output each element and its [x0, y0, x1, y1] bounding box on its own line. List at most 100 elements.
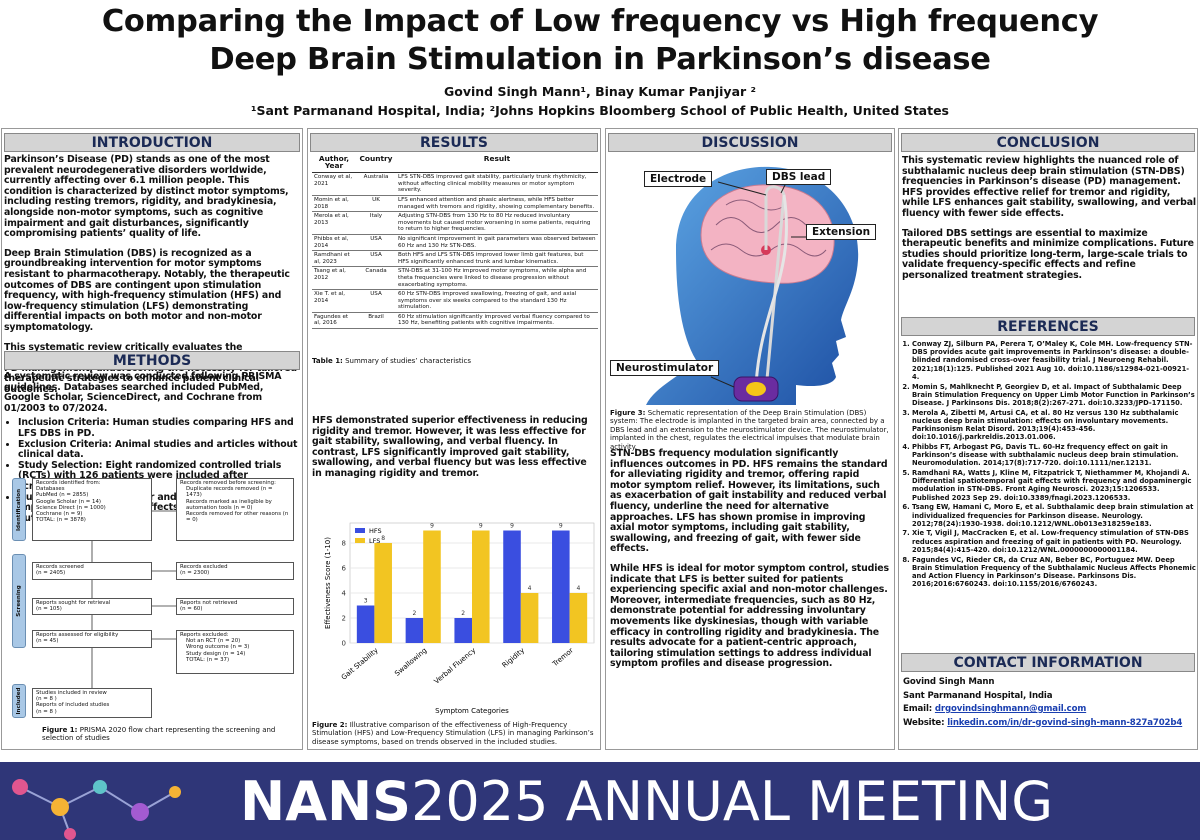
table-cell: Momin et al, 2018: [312, 195, 356, 213]
value-label: 4: [528, 585, 532, 592]
table-cell: Adjusting STN-DBS from 130 Hz to 80 Hz r…: [396, 211, 598, 235]
x-tick-label: Rigidity: [501, 646, 526, 669]
stage-label: Identification: [16, 488, 22, 531]
website-link[interactable]: linkedin.com/in/dr-govind-singh-mann-827…: [947, 717, 1183, 728]
flow-stage: Included: [12, 684, 26, 718]
flow-line: Records excluded: [180, 564, 228, 570]
caption-label: Figure 2:: [312, 721, 348, 729]
flow-line: Reports assessed for eligibility: [36, 632, 119, 638]
table-cell: LFS STN-DBS improved gait stability, par…: [396, 172, 598, 196]
table-cell: Phibbs et al, 2014: [312, 234, 356, 252]
value-label: 8: [381, 535, 385, 542]
table-cell: USA: [356, 289, 396, 313]
paragraph: This systematic review highlights the nu…: [902, 155, 1196, 219]
flow-line: (n = 2300): [180, 570, 210, 577]
flow-box: Reports excluded: Not an RCT (n = 20) Wron…: [176, 630, 294, 674]
flow-line: Records removed for other reasons (n = 0…: [186, 511, 289, 524]
x-tick-label: Tremor: [550, 646, 575, 668]
table-cell: STN-DBS at 31-100 Hz improved motor symp…: [396, 266, 598, 291]
caption-text: Schematic representation of the Deep Bra…: [610, 409, 889, 451]
figure-label: DBS lead: [766, 169, 832, 185]
flow-line: Reports sought for retrieval: [36, 600, 111, 606]
flow-box: Reports not retrieved (n = 60): [176, 598, 294, 615]
legend-label: LFS: [369, 537, 380, 545]
flow-line: (n = 60): [180, 606, 203, 613]
table-row: Merola et al, 2013 Italy Adjusting STN-DBS…: [312, 211, 598, 235]
flow-line: (n = 105): [36, 606, 62, 613]
figure-label: Electrode: [644, 171, 713, 187]
value-label: 4: [576, 585, 580, 592]
section-heading: INTRODUCTION: [4, 133, 300, 152]
banner-title: NANS2025 ANNUAL MEETING: [240, 772, 1053, 832]
legend-label: HFS: [369, 527, 382, 535]
table-cell: Fagundes et al, 2016: [312, 312, 356, 330]
paragraph: Parkinson’s Disease (PD) stands as one o…: [4, 154, 289, 240]
flow-line: Cochrane (n = 9): [36, 511, 83, 518]
value-label: 2: [461, 610, 465, 617]
x-axis-label: Symptom Categories: [435, 707, 509, 715]
title: Comparing the Impact of Low frequency vs…: [101, 4, 1099, 39]
bar-chart: 0 2 4 6 8 Effectiveness Score (1-10) 3 2 2 9 9 8 9 9 4…: [324, 523, 595, 715]
table-row: Xie T. et al, 2014 USA 60 Hz STN-DBS impro…: [312, 289, 598, 313]
flow-line: Reports not retrieved: [180, 600, 238, 606]
discussion-column: DISCUSSION Electrode DBS lead Extension …: [605, 128, 895, 750]
figure-caption: Figure 2: Illustrative comparison of the…: [312, 721, 598, 746]
value-label: 9: [559, 523, 563, 530]
contact-text: Govind Singh Mann Sant Parmanand Hospita…: [903, 676, 1197, 730]
methods-bullet: Inclusion Criteria: Human studies compar…: [18, 418, 300, 439]
paragraph: While HFS is ideal for motor symptom con…: [610, 562, 889, 670]
flow-line: Reports of included studies: [36, 702, 110, 709]
table-cell: LFS enhanced attention and phasic alertn…: [396, 195, 598, 213]
methods-intro: A systematic review was conducted follow…: [4, 371, 282, 414]
value-label: 2: [413, 610, 417, 617]
right-column: CONCLUSION This systematic review highli…: [898, 128, 1198, 750]
reference: Phibbs FT, Arbogast PG, Davis TL. 60-Hz …: [912, 443, 1196, 468]
table-cell: Canada: [356, 266, 396, 291]
affiliations: ¹Sant Parmanand Hospital, India; ²Johns …: [251, 103, 949, 118]
caption-text: Summary of studies’ characteristics: [345, 357, 472, 365]
bar: [552, 530, 570, 643]
x-tick-label: Gait Stability: [340, 646, 380, 681]
flow-line: (n = 45): [36, 638, 59, 645]
caption-text: PRISMA 2020 flow chart representing the …: [42, 726, 276, 743]
banner-brand: NANS: [240, 770, 412, 833]
bar: [472, 530, 490, 643]
bar: [374, 543, 392, 643]
table-row: Fagundes et al, 2016 Brazil 60 Hz stimulat…: [312, 312, 598, 330]
flow-box: Records screened (n = 2405): [32, 562, 152, 580]
caption-label: Figure 3:: [610, 409, 646, 417]
flow-line: Study design (n = 14): [186, 650, 246, 657]
table-row: Tsang et al, 2012 Canada STN-DBS at 31-100…: [312, 266, 598, 291]
legend-swatch: [355, 538, 365, 543]
table-cell: USA: [356, 234, 396, 252]
table-header-cell: Author, Year: [312, 153, 356, 174]
stage-label: Included: [16, 687, 22, 715]
caption-text: Illustrative comparison of the effective…: [312, 721, 594, 746]
table-cell: Australia: [356, 172, 396, 196]
table-cell: Ramdhani et al, 2023: [312, 250, 356, 268]
caption-label: Table 1:: [312, 357, 343, 365]
flow-stage: Screening: [12, 554, 26, 648]
bar: [356, 605, 375, 643]
reference: Momin S, Mahlknecht P, Georgiev D, et al…: [912, 383, 1196, 408]
banner: NANS2025 ANNUAL MEETING: [0, 762, 1200, 840]
flow-line: PubMed (n = 2855): [36, 492, 89, 499]
section-heading: DISCUSSION: [608, 133, 892, 152]
title: Deep Brain Stimulation in Parkinson’s di…: [209, 42, 991, 77]
table-cell: Italy: [356, 211, 396, 235]
authors: Govind Singh Mann¹, Binay Kumar Panjiyar…: [443, 84, 757, 99]
discussion-text: STN-DBS frequency modulation significant…: [610, 448, 892, 679]
flow-line: Not an RCT (n = 20): [186, 638, 241, 645]
y-tick-label: 2: [342, 615, 346, 623]
flow-line: Records identified from:: [36, 480, 101, 486]
x-tick-label: Swallowing: [393, 646, 428, 677]
table-row: Conway et al, 2021 Australia LFS STN-DBS i…: [312, 172, 598, 196]
figure-label: Extension: [806, 224, 877, 240]
dbs-illustration: [646, 166, 859, 405]
email-link[interactable]: drgovindsinghmann@gmail.com: [934, 704, 1087, 714]
flow-box: Records identified from: Databases PubMed …: [32, 478, 152, 541]
references: Conway ZJ, Silburn PA, Perera T, O’Maley…: [902, 340, 1196, 590]
y-tick-label: 8: [342, 540, 346, 548]
bar: [454, 618, 472, 643]
